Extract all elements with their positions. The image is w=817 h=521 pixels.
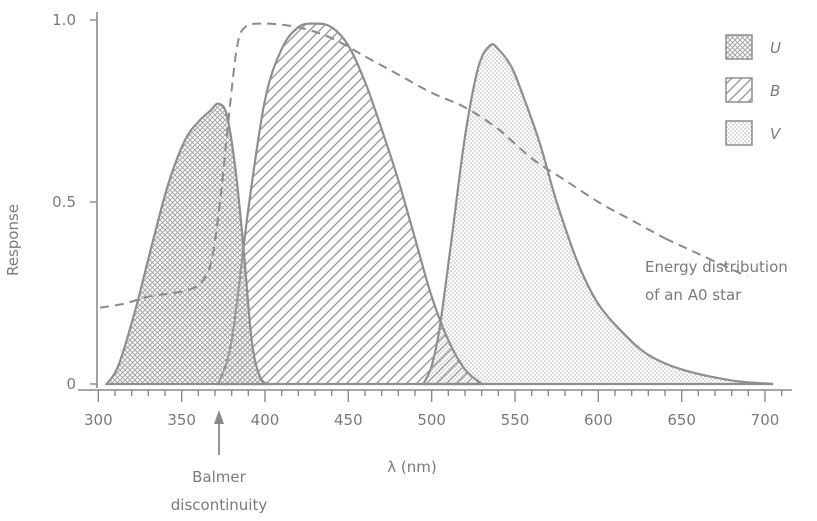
energy-distribution: [99, 22, 748, 309]
band-fills: [104, 22, 774, 386]
axes: [78, 12, 792, 391]
tick-marks: [90, 19, 783, 402]
x-tick-label: 450: [334, 411, 363, 429]
x-tick-label: 650: [667, 411, 696, 429]
x-tick-label: 500: [417, 411, 446, 429]
y-tick-label: 0.5: [52, 193, 76, 211]
band-b-curve: [216, 22, 485, 386]
legend-label-b: B: [770, 82, 780, 100]
legend-swatch-u: [725, 34, 753, 60]
legend-swatch-b: [725, 77, 753, 103]
balmer-annotation: Balmer discontinuity: [171, 410, 268, 514]
energy-label-line2: of an A0 star: [645, 286, 742, 304]
y-tick-label: 1.0: [52, 11, 76, 29]
energy-curve-leader: [664, 237, 748, 278]
balmer-text-line2: discontinuity: [171, 496, 268, 514]
legend-swatch-v: [725, 120, 753, 146]
y-axis-label: Response: [4, 204, 22, 276]
energy-label-line1: Energy distribution: [645, 258, 788, 276]
legend: U B V: [725, 34, 782, 146]
balmer-text-line1: Balmer: [192, 468, 246, 486]
x-axis-label: λ (nm): [387, 458, 436, 476]
legend-label-u: U: [770, 39, 781, 57]
x-tick-label: 550: [501, 411, 530, 429]
x-tick-label: 700: [751, 411, 780, 429]
band-u-curve: [104, 102, 272, 386]
x-tick-label: 300: [84, 411, 113, 429]
x-tick-label: 600: [584, 411, 613, 429]
tick-labels: 300 350 400 450 500 550 600 650 700 0 0.5 1.0: [52, 11, 779, 429]
energy-curve-line: [99, 22, 666, 309]
y-tick-label: 0: [66, 375, 76, 393]
band-v-curve: [421, 43, 774, 386]
x-tick-label: 350: [167, 411, 196, 429]
x-tick-label: 400: [251, 411, 280, 429]
legend-label-v: V: [770, 125, 782, 143]
